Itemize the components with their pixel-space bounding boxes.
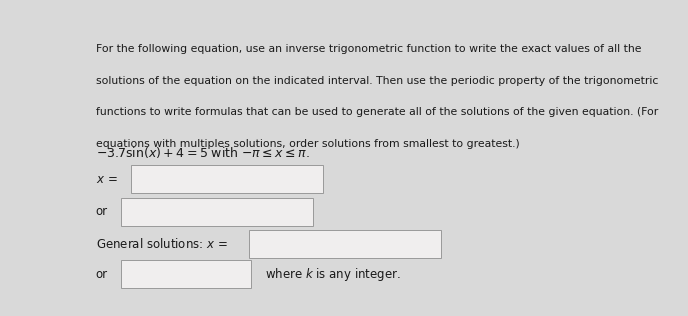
Text: functions to write formulas that can be used to generate all of the solutions of: functions to write formulas that can be … (96, 107, 658, 117)
Text: or: or (96, 268, 108, 281)
Text: $x$ =: $x$ = (96, 173, 117, 185)
Text: General solutions: $x$ =: General solutions: $x$ = (96, 236, 227, 251)
FancyBboxPatch shape (120, 198, 312, 226)
Text: solutions of the equation on the indicated interval. Then use the periodic prope: solutions of the equation on the indicat… (96, 76, 658, 86)
Text: or: or (96, 205, 108, 218)
Text: where $k$ is any integer.: where $k$ is any integer. (265, 266, 400, 283)
FancyBboxPatch shape (131, 165, 323, 193)
Text: equations with multiples solutions, order solutions from smallest to greatest.): equations with multiples solutions, orde… (96, 139, 519, 149)
Text: For the following equation, use an inverse trigonometric function to write the e: For the following equation, use an inver… (96, 44, 641, 54)
Text: $-3.7\sin(x)+4=5$ with $-\pi \leq x \leq \pi$.: $-3.7\sin(x)+4=5$ with $-\pi \leq x \leq… (96, 145, 310, 160)
FancyBboxPatch shape (120, 260, 251, 289)
FancyBboxPatch shape (248, 229, 440, 258)
